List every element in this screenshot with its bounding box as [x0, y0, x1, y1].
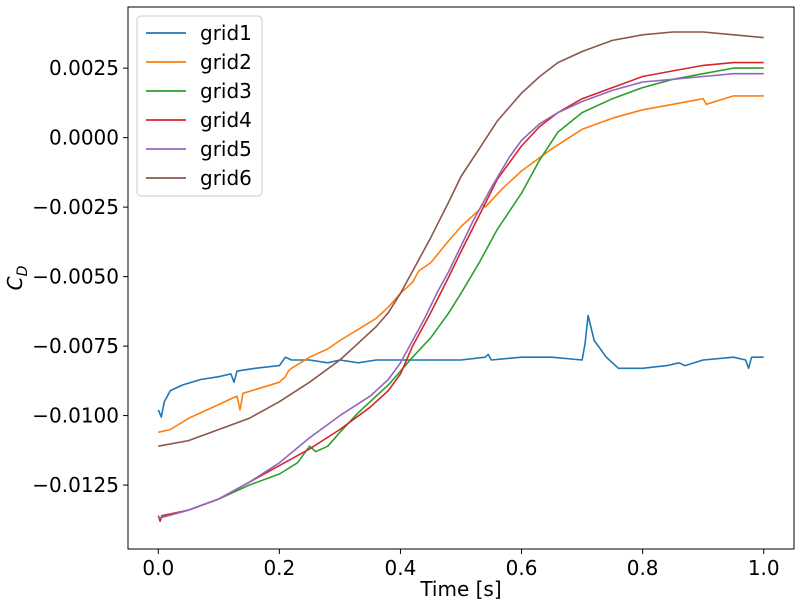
legend-label-grid2: grid2 — [200, 50, 252, 74]
legend-box — [136, 15, 263, 197]
y-tick-label: 0.0025 — [49, 56, 119, 80]
x-tick-label: 1.0 — [748, 556, 780, 580]
y-axis-title-main: C — [3, 276, 27, 290]
legend-label-grid1: grid1 — [200, 21, 252, 45]
series-line-grid6 — [158, 31, 764, 447]
legend-label-grid6: grid6 — [200, 166, 252, 190]
legend-label-grid4: grid4 — [200, 108, 252, 132]
x-tick-label: 0.0 — [142, 556, 174, 580]
y-tick-label: 0.0000 — [49, 126, 119, 150]
legend-label-grid3: grid3 — [200, 79, 252, 103]
legend-label-grid5: grid5 — [200, 137, 252, 161]
y-tick-label: −0.0100 — [32, 404, 119, 428]
y-axis: −0.0125 −0.0100 −0.0075 −0.0050 −0.0025 0.000… — [32, 56, 128, 497]
series-line-grid5 — [158, 72, 764, 520]
x-tick-label: 0.4 — [385, 556, 417, 580]
series-line-grid1 — [157, 314, 764, 418]
legend: grid1 grid2 grid3 grid4 grid5 grid6 — [136, 15, 263, 197]
y-axis-title-sub: D — [15, 265, 31, 276]
y-tick-label: −0.0025 — [32, 195, 119, 219]
x-tick-label: 0.2 — [263, 556, 295, 580]
plot-lines — [157, 31, 764, 523]
y-tick-label: −0.0075 — [32, 334, 119, 358]
series-line-grid2 — [158, 95, 764, 434]
y-tick-label: −0.0050 — [32, 265, 119, 289]
x-tick-label: 0.8 — [627, 556, 659, 580]
y-tick-label: −0.0125 — [32, 473, 119, 497]
y-axis-title: CD — [3, 265, 31, 290]
x-axis-title: Time [s] — [419, 577, 501, 601]
series-line-grid3 — [158, 67, 764, 520]
plot-frame — [127, 6, 795, 550]
x-axis: 0.0 0.2 0.4 0.6 0.8 1.0 — [142, 549, 780, 580]
x-tick-label: 0.6 — [506, 556, 538, 580]
